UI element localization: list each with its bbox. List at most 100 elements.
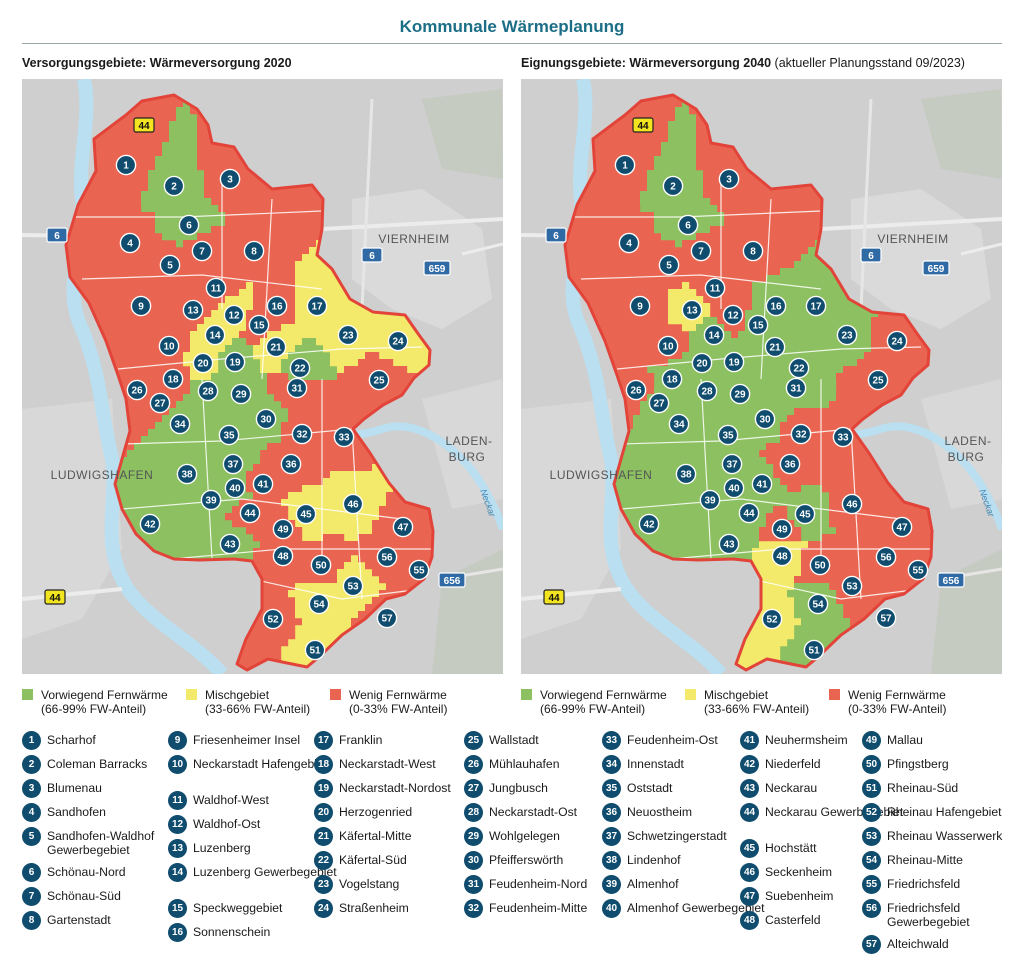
- district-marker-40: 40: [224, 477, 246, 499]
- district-number-badge: 29: [464, 827, 483, 846]
- district-name: Waldhof-West: [193, 793, 269, 807]
- district-marker-30: 30: [255, 408, 277, 430]
- district-name: Neckarstadt-Ost: [489, 805, 578, 819]
- place-label-viernheim: VIERNHEIM: [877, 232, 948, 246]
- district-boundary-line: [760, 198, 772, 380]
- district-marker-37: 37: [222, 453, 244, 475]
- district-marker-circle: [243, 240, 265, 262]
- district-marker-number: 22: [793, 364, 805, 375]
- district-marker-number: 35: [722, 431, 734, 442]
- district-marker-24: 24: [387, 330, 409, 352]
- district-marker-circle: [809, 554, 831, 576]
- district-marker-circle: [699, 489, 721, 511]
- district-number-badge: 51: [862, 779, 881, 798]
- district-marker-number: 55: [413, 566, 425, 577]
- district-marker-10: 10: [158, 335, 180, 357]
- district-marker-circle: [218, 424, 240, 446]
- district-marker-circle: [614, 154, 636, 176]
- district-marker-circle: [771, 518, 793, 540]
- district-marker-number: 57: [880, 614, 892, 625]
- district-marker-circle: [139, 513, 161, 535]
- district-number-badge: 19: [314, 779, 333, 798]
- district-marker-29: 29: [729, 383, 751, 405]
- district-number-badge: 4: [22, 803, 41, 822]
- district-number-badge: 35: [602, 779, 621, 798]
- district-marker-number: 20: [696, 359, 708, 370]
- district-number-badge: 38: [602, 851, 621, 870]
- district-marker-circle: [119, 232, 141, 254]
- district-marker-number: 24: [392, 337, 404, 348]
- district-number-badge: 34: [602, 755, 621, 774]
- district-marker-number: 17: [311, 302, 323, 313]
- district-marker-20: 20: [691, 352, 713, 374]
- legend-yellow-range: (33-66% FW-Anteil): [205, 702, 311, 716]
- district-marker-number: 15: [253, 321, 265, 332]
- district-name: Käfertal-Mitte: [339, 829, 412, 843]
- district-marker-circle: [192, 352, 214, 374]
- ludwigshafen-area: [22, 399, 122, 639]
- district-area-2: [141, 95, 205, 213]
- district-marker-21: 21: [764, 336, 786, 358]
- district-number-badge: 5: [22, 827, 41, 846]
- district-marker-number: 37: [726, 460, 738, 471]
- district-marker-15: 15: [248, 314, 270, 336]
- district-name: Oststadt: [627, 781, 673, 795]
- district-marker-circle: [222, 453, 244, 475]
- district-marker-circle: [691, 352, 713, 374]
- district-marker-circle: [115, 154, 137, 176]
- district-name: Jungbusch: [489, 781, 548, 795]
- district-boundary-line: [750, 578, 922, 600]
- district-marker-number: 41: [257, 480, 269, 491]
- legend-right: Vorwiegend Fernwärme (66-99% FW-Anteil) …: [521, 688, 1011, 720]
- district-name: Mühlauhafen: [489, 757, 560, 771]
- district-marker-number: 11: [710, 284, 721, 295]
- district-marker-number: 21: [270, 343, 282, 354]
- district-marker-number: 28: [701, 387, 713, 398]
- district-marker-number: 5: [666, 261, 672, 272]
- district-marker-18: 18: [162, 368, 184, 390]
- district-area-4: [66, 205, 163, 297]
- district-marker-number: 44: [743, 509, 755, 520]
- page-title: Kommunale Wärmeplanung: [399, 17, 625, 36]
- district-marker-number: 29: [235, 390, 247, 401]
- district-marker-50: 50: [809, 554, 831, 576]
- district-marker-number: 48: [776, 552, 788, 563]
- district-name: Mallau: [887, 733, 923, 747]
- district-marker-circle: [718, 168, 740, 190]
- district-marker-number: 47: [397, 523, 409, 534]
- district-marker-number: 19: [728, 358, 740, 369]
- district-marker-46: 46: [342, 493, 364, 515]
- district-marker-circle: [295, 503, 317, 525]
- district-name: Friedrichsfeld Gewerbegebiet: [887, 901, 970, 929]
- district-marker-16: 16: [266, 295, 288, 317]
- district-marker-29: 29: [230, 383, 252, 405]
- district-marker-circle: [690, 240, 712, 262]
- district-marker-number: 13: [686, 306, 698, 317]
- district-number-badge: 50: [862, 755, 881, 774]
- district-marker-circle: [717, 424, 739, 446]
- district-number-badge: 28: [464, 803, 483, 822]
- district-marker-circle: [886, 330, 908, 352]
- road-shield-plate: [922, 260, 950, 276]
- district-marker-25: 25: [867, 369, 889, 391]
- district-marker-circle: [754, 408, 776, 430]
- district-marker-12: 12: [223, 304, 245, 326]
- district-marker-number: 24: [891, 337, 903, 348]
- district-marker-circle: [747, 314, 769, 336]
- district-number-badge: 46: [740, 863, 759, 882]
- district-marker-circle: [163, 175, 185, 197]
- district-marker-circle: [149, 392, 171, 414]
- legend-yellow-label: Mischgebiet: [704, 688, 769, 702]
- district-marker-12: 12: [722, 304, 744, 326]
- road-shield-icon: 6: [860, 247, 882, 263]
- district-name: Rheinau-Mitte: [887, 853, 963, 867]
- district-marker-circle: [618, 232, 640, 254]
- district-marker-number: 40: [229, 484, 241, 495]
- road-number: 6: [369, 251, 375, 262]
- district-number-badge: 41: [740, 731, 759, 750]
- district-number-badge: 49: [862, 731, 881, 750]
- district-marker-44: 44: [239, 502, 261, 524]
- place-label-ludwigshafen: LUDWIGSHAFEN: [51, 468, 154, 482]
- district-marker-57: 57: [875, 607, 897, 629]
- district-marker-1: 1: [614, 154, 636, 176]
